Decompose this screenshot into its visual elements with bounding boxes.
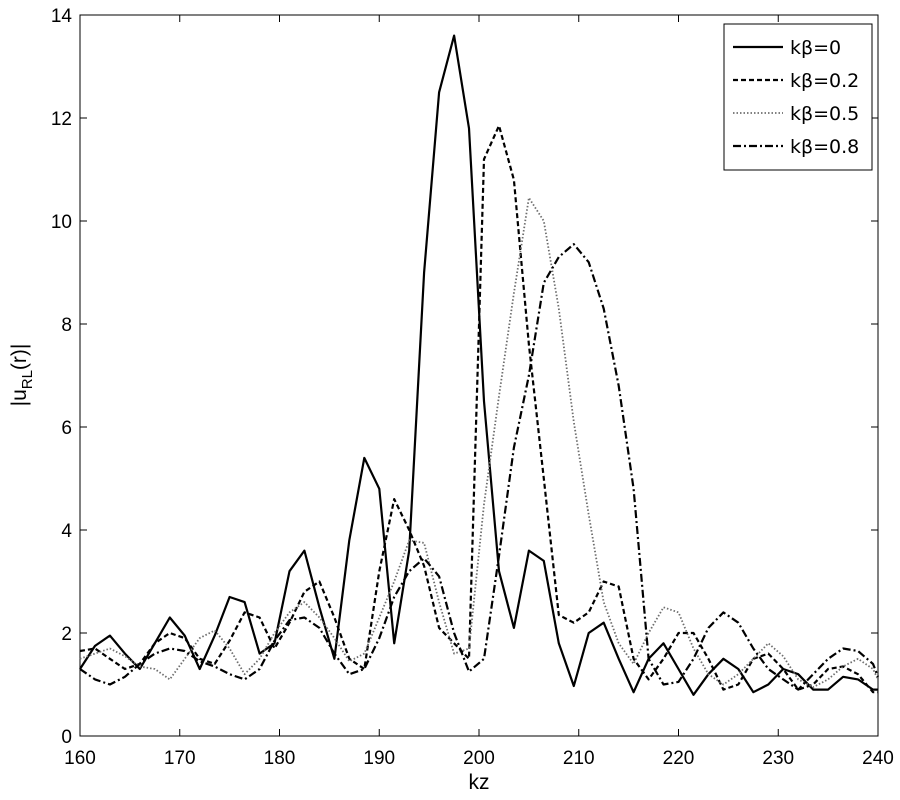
y-axis-label-main: |u [8,389,31,406]
legend-label-3: kβ=0.8 [790,136,859,158]
legend-label-1: kβ=0.2 [790,70,859,92]
y-tick-label: 12 [51,109,72,130]
x-axis-label: kz [469,771,490,794]
x-tick-label: 190 [363,748,395,769]
y-tick-labels: 0 2 4 6 8 10 12 14 [51,6,73,748]
legend-label-2: kβ=0.5 [790,103,859,125]
legend-label-0: kβ=0 [790,37,841,59]
x-tick-label: 180 [264,748,296,769]
legend-box [723,23,873,171]
x-tick-label: 170 [164,748,196,769]
y-tick-label: 2 [61,624,72,645]
y-tick-label: 14 [51,6,73,27]
series-layer [79,34,880,696]
x-tick-label: 200 [463,748,495,769]
x-tick-labels: 160 170 180 190 200 210 220 230 240 [64,748,894,769]
x-tick-label: 160 [64,748,96,769]
series-line-0 [79,34,878,696]
y-tick-label: 8 [61,315,72,336]
series-line-3 [79,243,880,691]
x-tick-label: 210 [563,748,595,769]
y-axis-label: |uRL(r)| [8,344,36,407]
series-line-1 [79,124,878,694]
series-line-2 [79,196,879,688]
x-tick-label: 220 [663,748,695,769]
y-axis-label-sub: RL [19,370,36,389]
x-tick-label: 230 [762,748,794,769]
y-tick-label: 0 [61,727,72,748]
y-axis-label-rest: (r)| [8,344,31,370]
y-tick-label: 4 [61,521,72,542]
y-tick-label: 6 [61,418,72,439]
legend: kβ=0 kβ=0.2 kβ=0.5 kβ=0.8 [723,23,873,171]
tick-marks [79,14,879,737]
x-tick-label: 240 [862,748,894,769]
y-tick-label: 10 [51,212,72,233]
